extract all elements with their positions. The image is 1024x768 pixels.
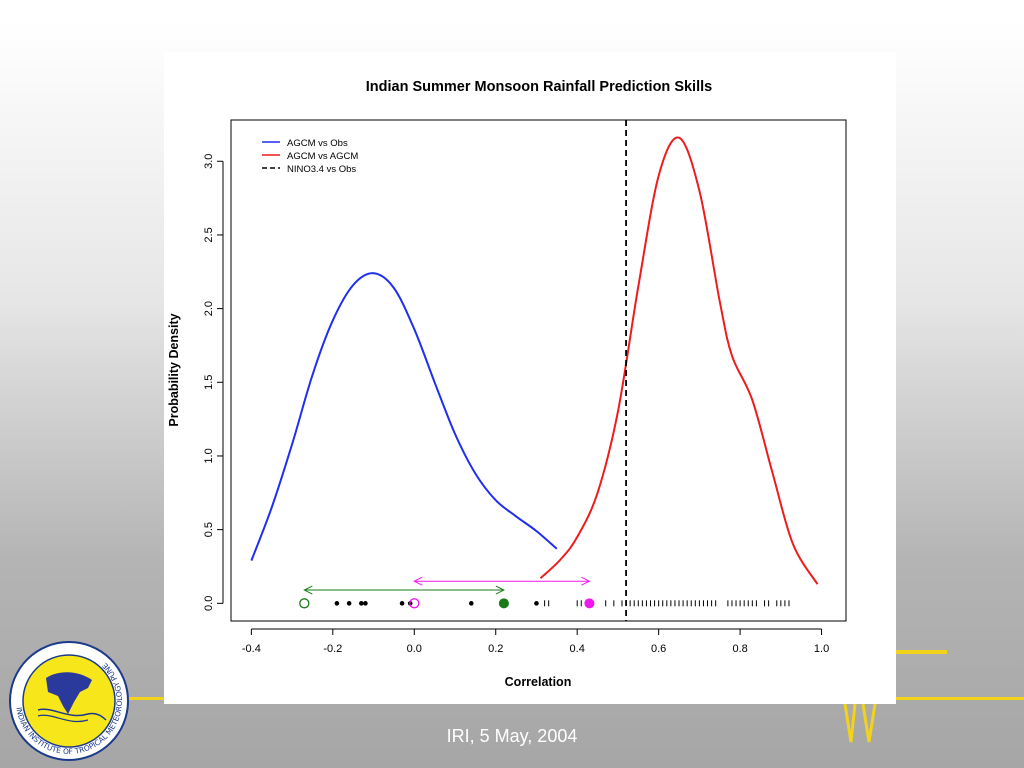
iitm-logo: INDIAN INSTITUTE OF TROPICAL METEOROLOGY… [8,640,130,762]
chart-title: Indian Summer Monsoon Rainfall Predictio… [366,79,712,95]
series-layer [250,120,819,621]
y-tick-label: 0.5 [203,522,215,537]
range-arrow-head [413,576,423,586]
gold-accent-dash [893,650,947,654]
legend-label: NINO3.4 vs Obs [287,164,356,175]
legend-label: AGCM vs AGCM [287,151,358,162]
data-point-dot [334,601,340,606]
x-axis: -0.4 -0.2 0.0 0.2 0.4 0.6 0.8 1.0 [242,628,829,655]
x-tick-label: 0.6 [651,643,666,655]
y-tick-label: 2.5 [203,227,215,242]
points-layer [299,576,790,609]
y-tick-label: 1.0 [203,448,215,463]
y-tick-label: 2.0 [203,301,215,316]
y-tick-label: 1.5 [203,375,215,390]
range-arrow-head [303,585,313,595]
decorative-marks [843,703,877,743]
y-tick-label: 0.0 [203,596,215,611]
data-point-dot [468,601,474,606]
series-line-agcm-vs-agcm [539,136,819,585]
y-axis: 0.0 0.5 1.0 1.5 2.0 2.5 3.0 [203,154,224,611]
data-point-dot [363,601,368,606]
x-tick-label: 0.2 [488,643,503,655]
magenta-filled-marker [584,598,595,609]
x-tick-label: -0.2 [323,643,342,655]
x-tick-label: 0.4 [570,643,585,655]
x-tick-label: 0.0 [407,643,422,655]
legend-label: AGCM vs Obs [287,138,348,149]
density-chart: Indian Summer Monsoon Rainfall Predictio… [167,79,847,689]
green-open-marker [299,598,310,609]
range-arrow-head [495,585,505,595]
y-tick-label: 3.0 [203,154,215,169]
x-tick-label: -0.4 [242,643,261,655]
range-arrow-head [581,576,591,586]
footer-caption: IRI, 5 May, 2004 [446,726,578,746]
data-point-dot [346,601,352,606]
green-filled-marker [498,598,509,609]
y-axis-label: Probability Density [167,313,181,426]
x-tick-label: 0.8 [732,643,747,655]
data-point-dot [359,601,364,606]
plot-frame [230,119,847,622]
x-tick-label: 1.0 [814,643,829,655]
x-axis-label: Correlation [505,675,572,689]
chart-panel: Indian Summer Monsoon Rainfall Predictio… [164,52,896,704]
legend: AGCM vs Obs AGCM vs AGCM NINO3.4 vs Obs [262,138,358,175]
data-point-dot [534,601,539,606]
data-point-dot [399,601,405,606]
magenta-open-marker [409,598,420,609]
series-line-agcm-vs-obs [250,272,558,561]
